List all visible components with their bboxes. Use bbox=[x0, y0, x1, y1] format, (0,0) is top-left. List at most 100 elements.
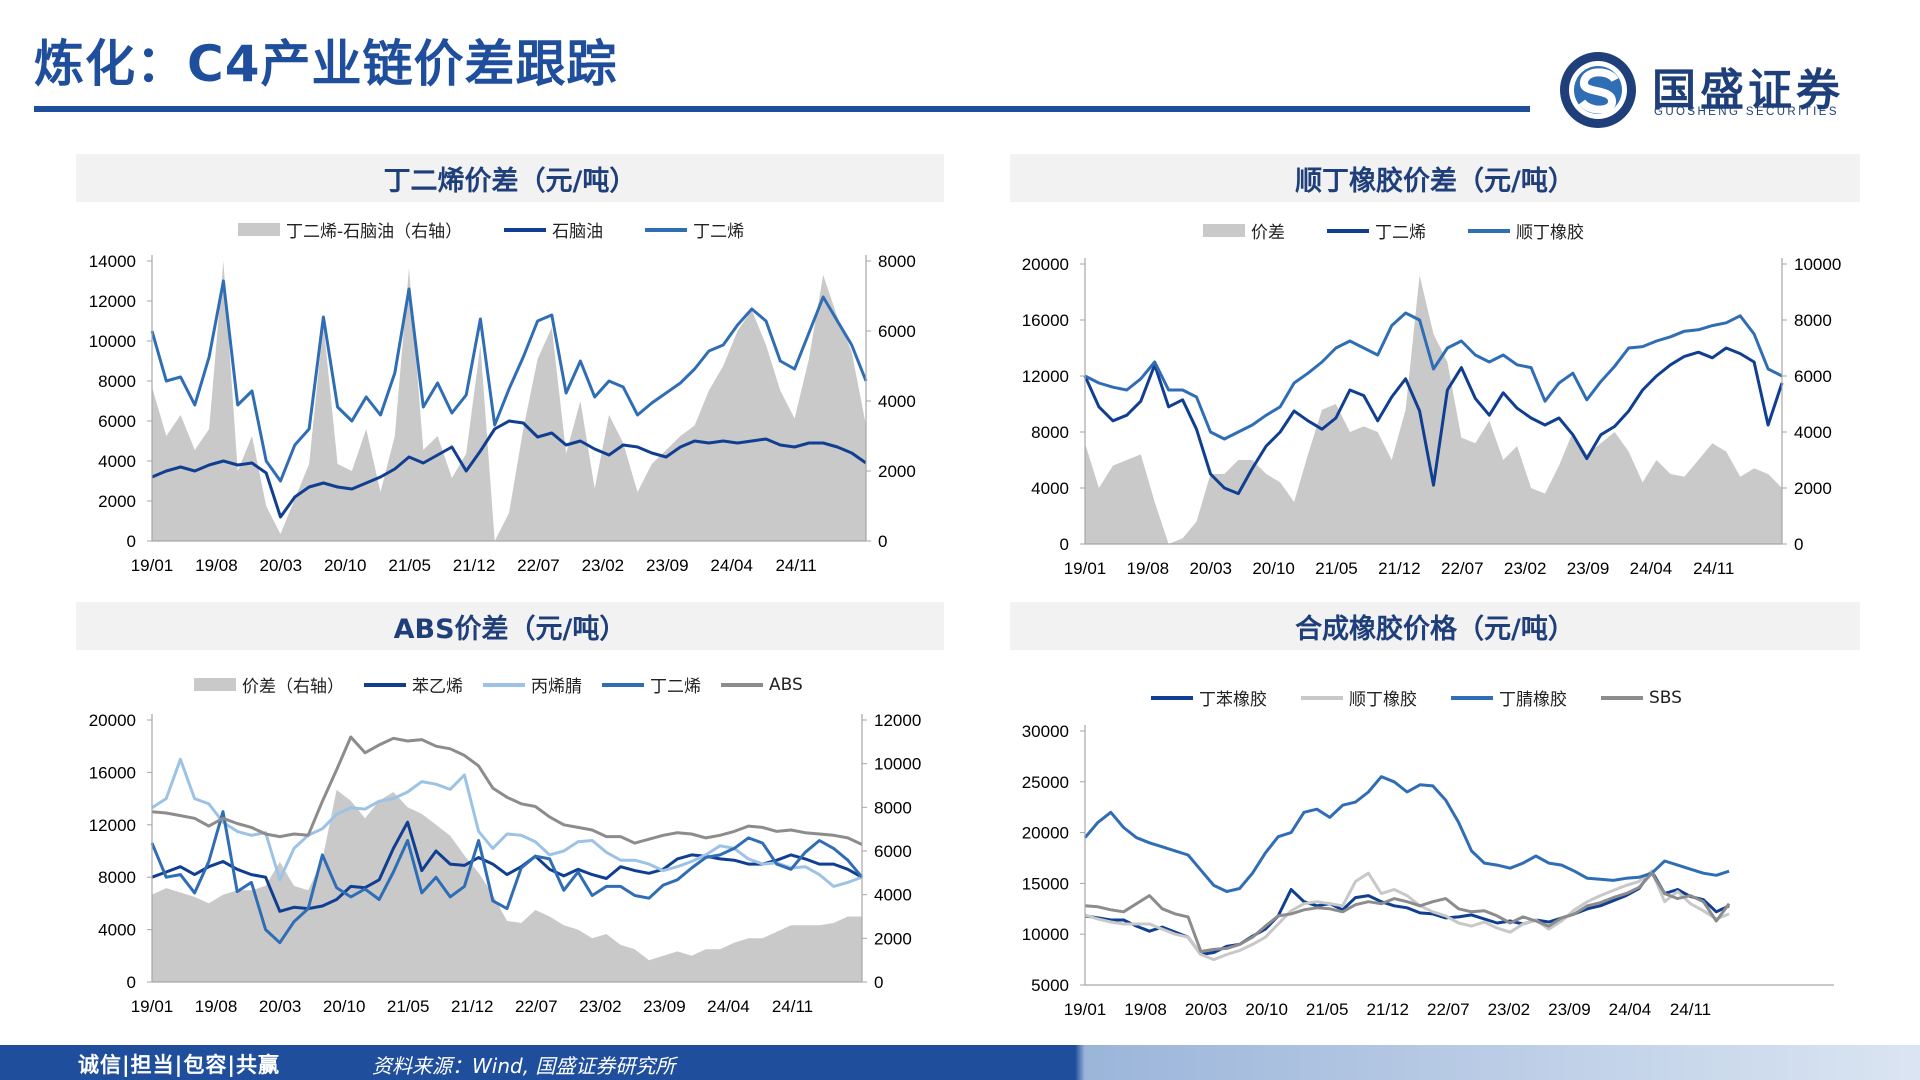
legend-swatch bbox=[645, 227, 688, 232]
legend-item: 石脑油 bbox=[504, 217, 603, 242]
x-tick-label: 20/03 bbox=[1189, 559, 1232, 578]
logo: 国盛证券 GUOSHENG SECURITIES bbox=[1558, 50, 1888, 130]
series-line bbox=[1084, 311, 1783, 441]
x-tick-label: 20/10 bbox=[1245, 1000, 1288, 1019]
legend-swatch bbox=[1203, 224, 1245, 237]
legend-item: 丁腈橡胶 bbox=[1451, 685, 1567, 710]
x-tick-label: 19/01 bbox=[131, 997, 174, 1016]
series-area bbox=[1085, 275, 1782, 544]
page-title: 炼化：C4产业链价差跟踪 bbox=[34, 35, 618, 93]
butadiene-spread-panel: 丁二烯价差（元/吨） 丁二烯-石脑油（右轴） 石脑油 丁二烯 bbox=[76, 154, 944, 594]
x-tick-label: 20/03 bbox=[260, 556, 303, 575]
legend-swatch bbox=[364, 682, 406, 687]
series-line bbox=[151, 735, 863, 846]
guosheng-logo-icon bbox=[1560, 52, 1636, 128]
series-line bbox=[151, 419, 867, 519]
y2-tick-label: 10000 bbox=[874, 755, 921, 774]
x-tick-label: 23/09 bbox=[1548, 1000, 1591, 1019]
legend-label: SBS bbox=[1649, 687, 1682, 708]
series-area bbox=[152, 789, 862, 982]
br-spread-panel: 顺丁橡胶价差（元/吨） 价差 丁二烯 顺丁橡胶 bbox=[1010, 154, 1860, 594]
legend-label: 苯乙烯 bbox=[412, 677, 463, 697]
x-tick-label: 21/05 bbox=[1306, 1000, 1349, 1019]
y2-tick-label: 6000 bbox=[878, 322, 916, 341]
x-tick-label: 21/05 bbox=[387, 997, 430, 1016]
x-tick-label: 21/12 bbox=[451, 997, 494, 1016]
x-tick-label: 24/11 bbox=[775, 556, 816, 575]
legend-label: 丁二烯-石脑油（右轴） bbox=[286, 222, 463, 242]
x-tick-label: 22/07 bbox=[1441, 559, 1484, 578]
x-tick-label: 19/08 bbox=[195, 997, 238, 1016]
x-tick-label: 22/07 bbox=[517, 556, 560, 575]
x-tick-label: 24/04 bbox=[710, 556, 753, 575]
legend-item: 丁二烯-石脑油（右轴） bbox=[238, 217, 462, 242]
y2-tick-label: 12000 bbox=[874, 711, 921, 730]
series-area bbox=[152, 261, 866, 541]
y-tick-label: 12000 bbox=[1022, 367, 1069, 386]
series-line bbox=[150, 810, 864, 945]
legend-item: 丁二烯 bbox=[602, 672, 701, 697]
x-tick-label: 23/09 bbox=[643, 997, 686, 1016]
y-tick-label: 5000 bbox=[1031, 976, 1069, 995]
abs-spread-panel: ABS价差（元/吨） 价差（右轴） 苯乙烯 丙烯腈 丁二烯 ABS bbox=[76, 602, 944, 1042]
legend-swatch bbox=[1301, 695, 1343, 700]
y2-tick-label: 2000 bbox=[878, 462, 916, 481]
y-tick-label: 4000 bbox=[98, 452, 136, 471]
y-tick-label: 12000 bbox=[89, 816, 136, 835]
x-tick-label: 19/01 bbox=[1064, 559, 1107, 578]
y2-tick-label: 0 bbox=[1794, 535, 1803, 554]
legend-label: 丁苯橡胶 bbox=[1199, 690, 1267, 710]
legend-swatch bbox=[602, 682, 644, 687]
legend-label: 顺丁橡胶 bbox=[1349, 690, 1417, 710]
x-tick-label: 24/11 bbox=[772, 997, 813, 1016]
x-tick-label: 21/12 bbox=[453, 556, 496, 575]
y-tick-label: 20000 bbox=[1022, 824, 1069, 843]
x-tick-label: 23/02 bbox=[1488, 1000, 1531, 1019]
legend-label: 丁二烯 bbox=[1375, 223, 1426, 243]
legend-label: 价差 bbox=[1251, 223, 1285, 243]
legend-swatch bbox=[1468, 228, 1510, 233]
legend-item: 丁苯橡胶 bbox=[1151, 685, 1267, 710]
x-tick-label: 19/08 bbox=[1124, 1000, 1167, 1019]
y-tick-label: 8000 bbox=[98, 372, 136, 391]
y2-tick-label: 4000 bbox=[1794, 423, 1832, 442]
x-tick-label: 19/01 bbox=[1064, 1000, 1107, 1019]
x-tick-label: 24/11 bbox=[1670, 1000, 1711, 1019]
legend-label: 丁二烯 bbox=[693, 222, 745, 242]
x-tick-label: 24/04 bbox=[1609, 1000, 1652, 1019]
x-tick-label: 23/09 bbox=[646, 556, 689, 575]
y2-tick-label: 6000 bbox=[1794, 367, 1832, 386]
y-tick-label: 8000 bbox=[98, 868, 136, 887]
x-tick-label: 21/05 bbox=[388, 556, 431, 575]
x-tick-label: 23/09 bbox=[1567, 559, 1610, 578]
series-line bbox=[1083, 775, 1730, 893]
chart-legend: 丁二烯-石脑油（右轴） 石脑油 丁二烯 bbox=[238, 217, 744, 242]
panel-title: ABS价差（元/吨） bbox=[76, 602, 944, 650]
legend-item: 苯乙烯 bbox=[364, 672, 463, 697]
legend-swatch bbox=[721, 682, 763, 687]
legend-swatch bbox=[194, 678, 236, 691]
chart-legend: 价差（右轴） 苯乙烯 丙烯腈 丁二烯 ABS bbox=[194, 672, 803, 697]
legend-label: 丁腈橡胶 bbox=[1499, 690, 1567, 710]
footer-motto: 诚信|担当|包容|共赢 bbox=[78, 1053, 281, 1077]
series-line bbox=[150, 279, 868, 483]
chart-legend: 丁苯橡胶 顺丁橡胶 丁腈橡胶 SBS bbox=[1151, 685, 1682, 710]
y-tick-label: 0 bbox=[127, 532, 136, 551]
legend-item: 价差 bbox=[1203, 218, 1285, 243]
y-tick-label: 8000 bbox=[1031, 423, 1069, 442]
y-tick-label: 4000 bbox=[1031, 479, 1069, 498]
y2-tick-label: 0 bbox=[878, 532, 887, 551]
panel-title: 顺丁橡胶价差（元/吨） bbox=[1010, 154, 1860, 202]
logo-subtitle: GUOSHENG SECURITIES bbox=[1654, 106, 1839, 118]
y-tick-label: 12000 bbox=[89, 292, 136, 311]
y2-tick-label: 0 bbox=[874, 973, 883, 992]
y2-tick-label: 2000 bbox=[1794, 479, 1832, 498]
y2-tick-label: 8000 bbox=[1794, 311, 1832, 330]
footer-bar bbox=[0, 1045, 1920, 1080]
legend-item: 丁二烯 bbox=[645, 217, 744, 242]
legend-label: 丙烯腈 bbox=[531, 677, 582, 697]
y2-tick-label: 4000 bbox=[878, 392, 916, 411]
y-tick-label: 20000 bbox=[1022, 255, 1069, 274]
